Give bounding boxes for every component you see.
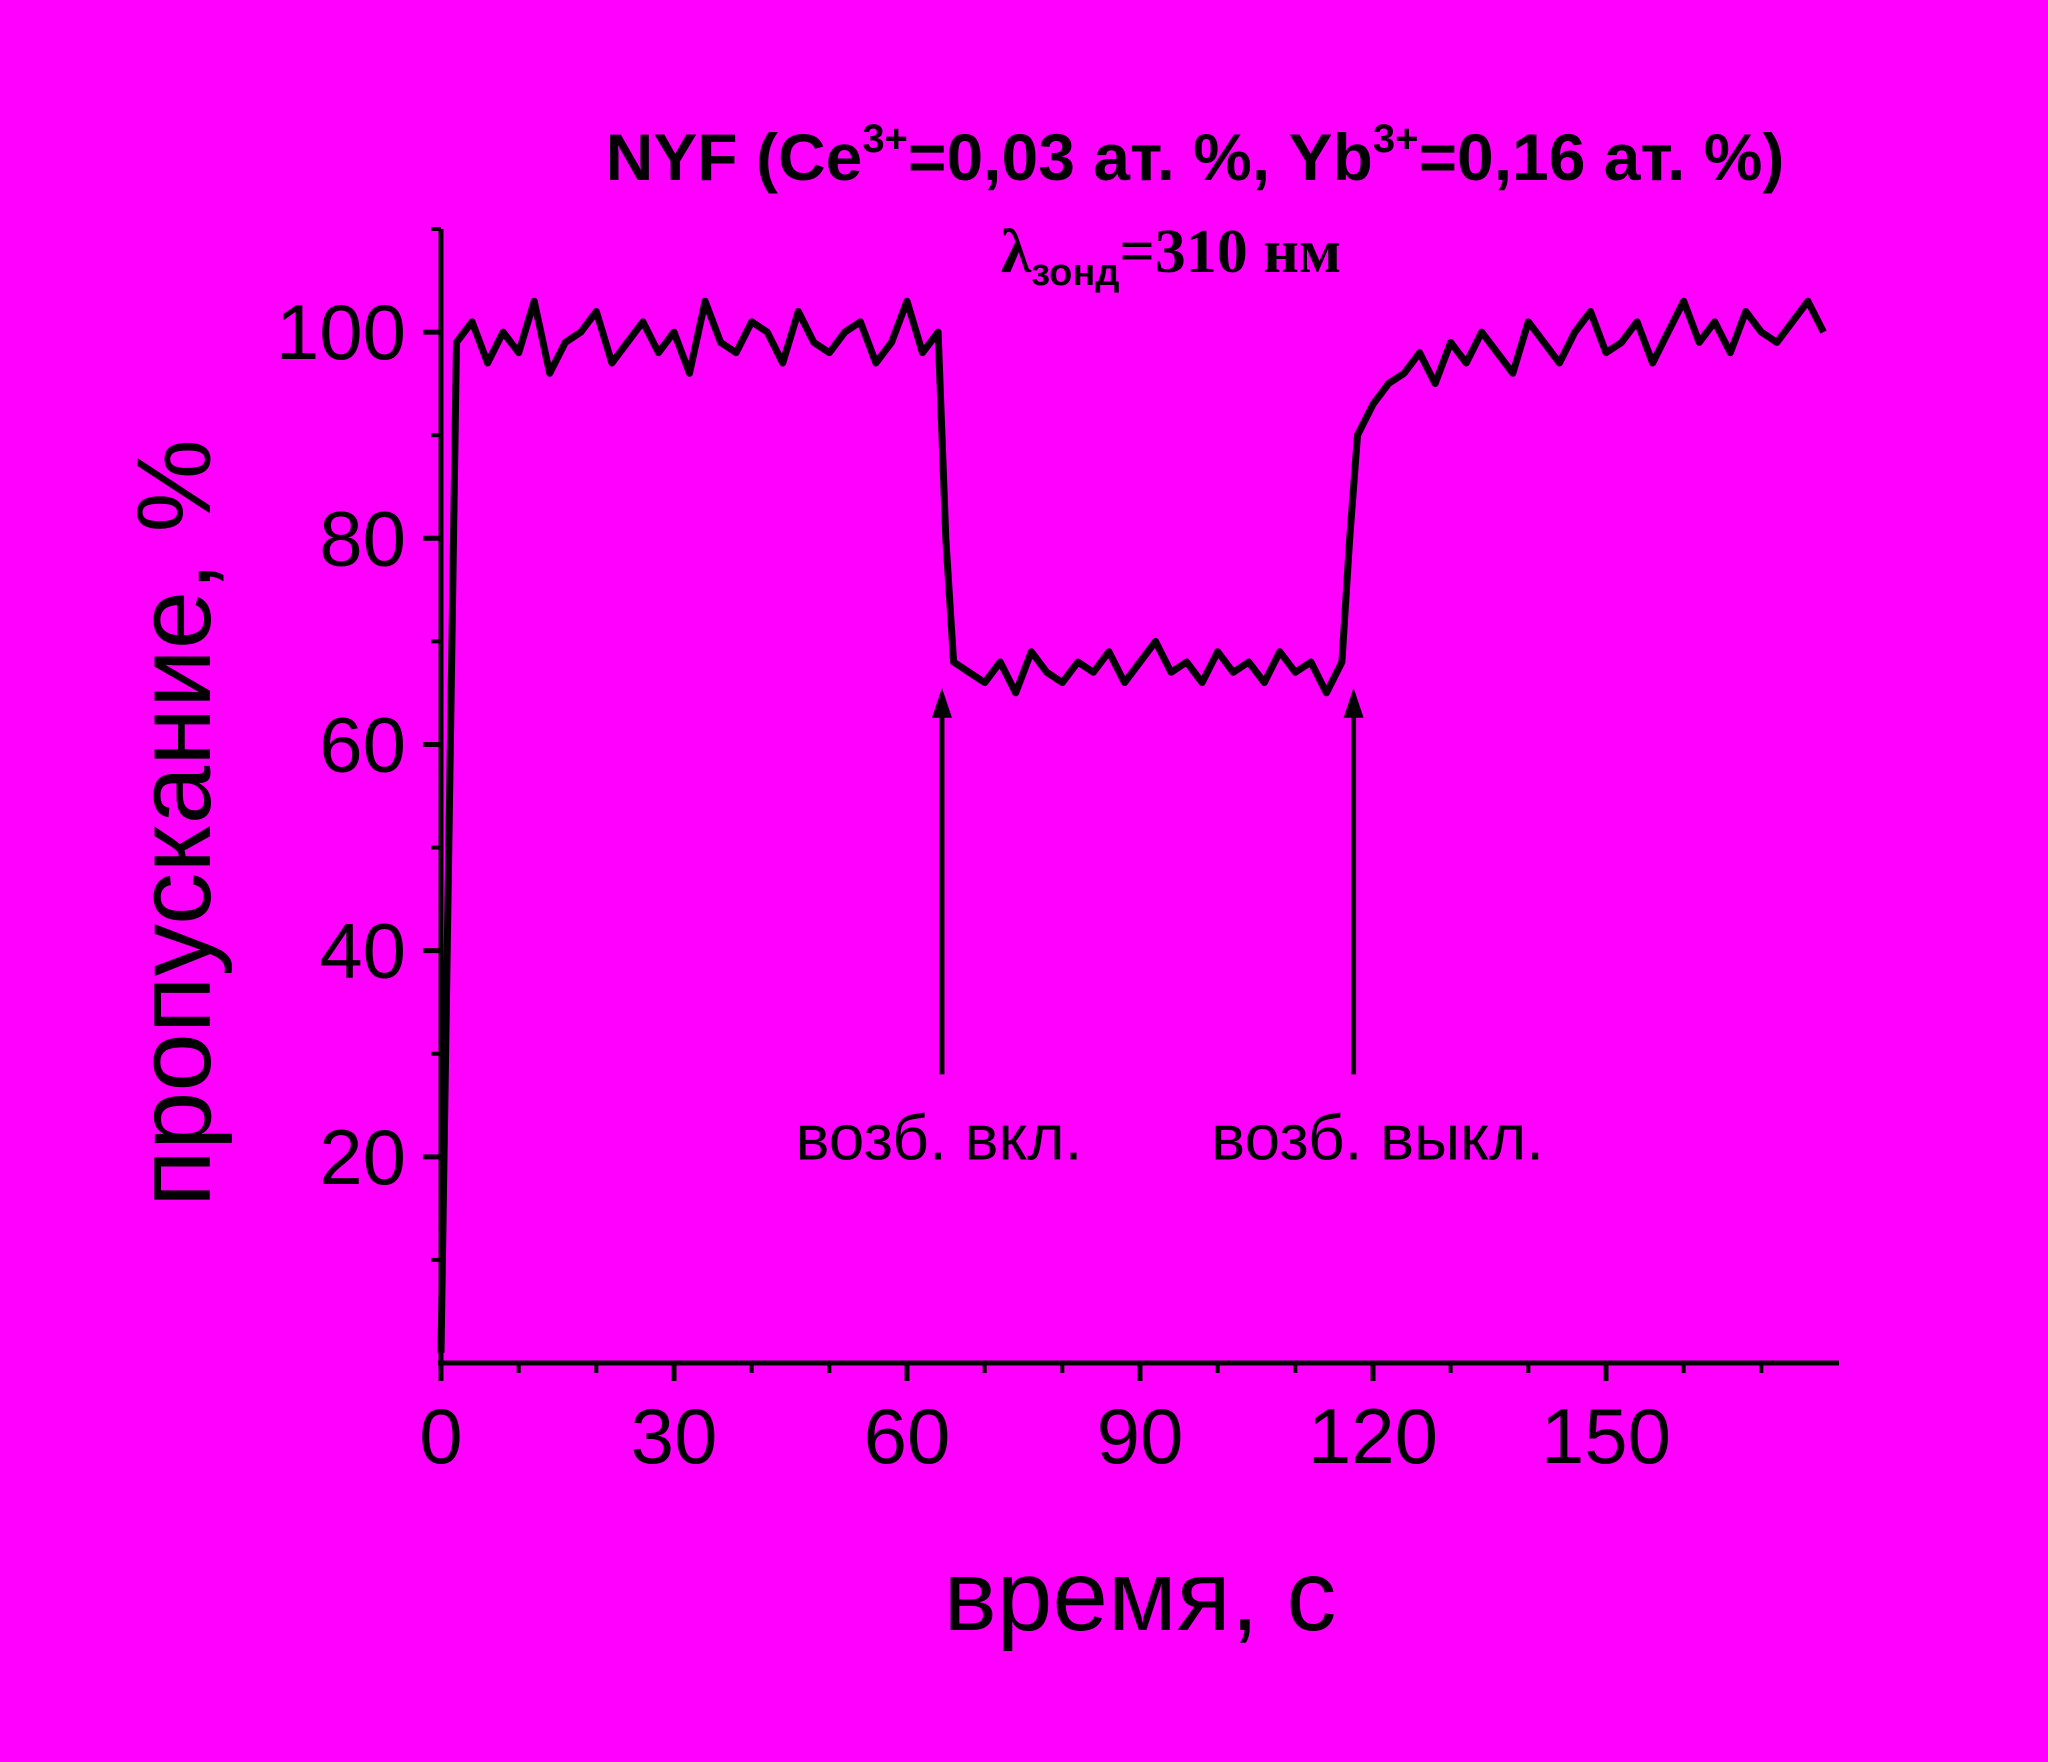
y-tick-label: 80 (319, 494, 406, 582)
data-line (437, 297, 1827, 1353)
subtitle-subscript: зонд (1031, 252, 1119, 294)
title-part: NYF (Ce (606, 120, 863, 194)
x-tick-label: 0 (419, 1392, 462, 1480)
x-tick-label: 150 (1541, 1392, 1671, 1480)
chart-title: NYF (Ce3+=0,03 ат. %, Yb3+=0,16 ат. %) (606, 117, 1785, 194)
y-tick-label: 40 (319, 907, 406, 995)
y-tick-label: 20 (319, 1113, 406, 1201)
title-superscript: 3+ (862, 117, 908, 161)
y-axis-title: пропускание, % (116, 439, 233, 1207)
subtitle-part: =310 нм (1119, 218, 1341, 286)
x-tick-label: 90 (1097, 1392, 1184, 1480)
y-tick-label: 100 (276, 288, 406, 376)
x-tick-label: 30 (631, 1392, 718, 1480)
y-tick-label: 60 (319, 700, 406, 788)
title-part: =0,16 ат. %) (1418, 120, 1784, 194)
x-axis-title: время, с (944, 1540, 1337, 1652)
title-superscript: 3+ (1373, 117, 1419, 161)
annotation-label: возб. вкл. (796, 1101, 1083, 1173)
annotation-arrowhead (1343, 687, 1364, 718)
annotation-label: возб. выкл. (1211, 1101, 1544, 1173)
title-part: =0,03 ат. %, Yb (908, 120, 1373, 194)
annotation-arrowhead (931, 687, 952, 718)
x-tick-label: 60 (864, 1392, 951, 1480)
subtitle-part: λ (1001, 218, 1032, 286)
x-tick-label: 120 (1308, 1392, 1438, 1480)
chart-subtitle: λзонд=310 нм (1001, 218, 1342, 294)
